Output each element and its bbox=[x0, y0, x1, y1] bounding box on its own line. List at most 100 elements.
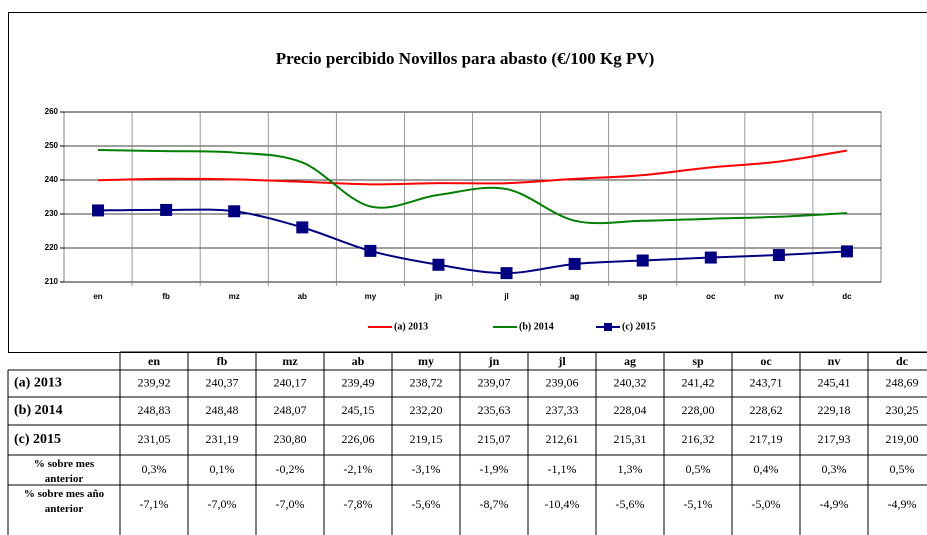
y-tick-label: 260 bbox=[45, 107, 59, 116]
row-label-line: anterior bbox=[45, 503, 84, 515]
x-tick-label: en bbox=[93, 292, 102, 301]
table-cell: 0,1% bbox=[210, 462, 235, 476]
table-cell: -8,7% bbox=[480, 497, 509, 511]
table-header: nv bbox=[828, 354, 841, 368]
table-cell: -4,9% bbox=[888, 497, 917, 511]
x-tick-label: fb bbox=[162, 292, 170, 301]
table-header: my bbox=[418, 354, 434, 368]
x-tick-label: ab bbox=[298, 292, 307, 301]
row-label-line: % sobre mes bbox=[34, 458, 95, 470]
legend-label: (a) 2013 bbox=[394, 321, 428, 332]
table-cell: 248,48 bbox=[206, 403, 239, 417]
table-cell: 239,06 bbox=[546, 375, 579, 389]
table-cell: 0,3% bbox=[822, 462, 847, 476]
table-cell: -7,8% bbox=[344, 497, 373, 511]
table-cell: 239,49 bbox=[342, 375, 375, 389]
table-cell: 215,31 bbox=[614, 432, 647, 446]
x-tick-label: my bbox=[365, 292, 377, 301]
table-header: sp bbox=[692, 354, 704, 368]
y-tick-label: 250 bbox=[45, 141, 59, 150]
table-cell: 229,18 bbox=[818, 403, 851, 417]
table-header: ab bbox=[352, 354, 365, 368]
table-cell: -4,9% bbox=[820, 497, 849, 511]
table-cell: 217,93 bbox=[818, 432, 851, 446]
table-cell: -0,2% bbox=[276, 462, 305, 476]
table-cell: 239,92 bbox=[138, 375, 171, 389]
table-header: fb bbox=[217, 354, 228, 368]
table-cell: 228,04 bbox=[614, 403, 647, 417]
table-cell: 226,06 bbox=[342, 432, 375, 446]
legend-label: (b) 2014 bbox=[519, 321, 554, 332]
table-cell: 1,3% bbox=[618, 462, 643, 476]
point-marker bbox=[636, 254, 649, 267]
table-cell: 243,71 bbox=[750, 375, 783, 389]
table-header: mz bbox=[282, 354, 298, 368]
point-marker bbox=[296, 221, 309, 234]
table-cell: 248,83 bbox=[138, 403, 171, 417]
row-label: (c) 2015 bbox=[14, 432, 61, 447]
table-cell: 0,3% bbox=[142, 462, 167, 476]
table-cell: -5,1% bbox=[684, 497, 713, 511]
table-cell: -1,9% bbox=[480, 462, 509, 476]
point-marker bbox=[772, 249, 785, 262]
table-cell: -3,1% bbox=[412, 462, 441, 476]
series-line bbox=[98, 149, 848, 186]
y-tick-label: 240 bbox=[45, 175, 59, 184]
table-cell: -2,1% bbox=[344, 462, 373, 476]
table-cell: 231,05 bbox=[138, 432, 171, 446]
series-line bbox=[98, 208, 848, 275]
table-cell: 238,72 bbox=[410, 375, 443, 389]
point-marker bbox=[840, 245, 853, 258]
point-marker bbox=[228, 205, 241, 218]
series-line bbox=[98, 148, 848, 225]
table-cell: 0,5% bbox=[686, 462, 711, 476]
table-cell: 230,25 bbox=[886, 403, 919, 417]
table-cell: 231,19 bbox=[206, 432, 239, 446]
table-cell: 240,32 bbox=[614, 375, 647, 389]
table-cell: 0,4% bbox=[754, 462, 779, 476]
row-label-line: % sobre mes año bbox=[24, 488, 105, 500]
table-header: en bbox=[148, 354, 160, 368]
table-cell: 0,5% bbox=[890, 462, 915, 476]
chart-title: Precio percibido Novillos para abasto (€… bbox=[276, 49, 655, 68]
row-label: (b) 2014 bbox=[14, 403, 63, 418]
table-cell: 245,15 bbox=[342, 403, 375, 417]
table-cell: 248,07 bbox=[274, 403, 307, 417]
table-cell: 232,20 bbox=[410, 403, 443, 417]
table-header: jn bbox=[488, 354, 500, 368]
y-tick-label: 230 bbox=[45, 209, 59, 218]
point-marker bbox=[568, 257, 581, 270]
table-header: dc bbox=[896, 354, 909, 368]
table-cell: 241,42 bbox=[682, 375, 715, 389]
y-tick-label: 210 bbox=[45, 277, 59, 286]
point-marker bbox=[364, 244, 377, 257]
table-cell: -5,6% bbox=[616, 497, 645, 511]
point-marker bbox=[432, 258, 445, 271]
x-tick-label: nv bbox=[774, 292, 784, 301]
table-cell: 228,62 bbox=[750, 403, 783, 417]
legend-label: (c) 2015 bbox=[622, 321, 656, 332]
point-marker bbox=[160, 203, 173, 216]
table-cell: 240,37 bbox=[206, 375, 239, 389]
row-label-line: anterior bbox=[45, 473, 84, 485]
table-cell: -1,1% bbox=[548, 462, 577, 476]
table-cell: 235,63 bbox=[478, 403, 511, 417]
point-marker bbox=[704, 251, 717, 264]
table-cell: 228,00 bbox=[682, 403, 715, 417]
x-tick-label: oc bbox=[706, 292, 716, 301]
x-tick-label: sp bbox=[638, 292, 647, 301]
table-cell: -5,6% bbox=[412, 497, 441, 511]
legend-marker bbox=[604, 323, 612, 331]
table-cell: 239,07 bbox=[478, 375, 511, 389]
x-tick-label: dc bbox=[842, 292, 852, 301]
table-cell: 237,33 bbox=[546, 403, 579, 417]
row-label: % sobre mes año anterior bbox=[24, 488, 105, 515]
table-cell: 245,41 bbox=[818, 375, 851, 389]
table-cell: 216,32 bbox=[682, 432, 715, 446]
table-cell: 215,07 bbox=[478, 432, 511, 446]
table-cell: 248,69 bbox=[886, 375, 919, 389]
table-cell: 230,80 bbox=[274, 432, 307, 446]
x-tick-label: jl bbox=[503, 292, 508, 301]
